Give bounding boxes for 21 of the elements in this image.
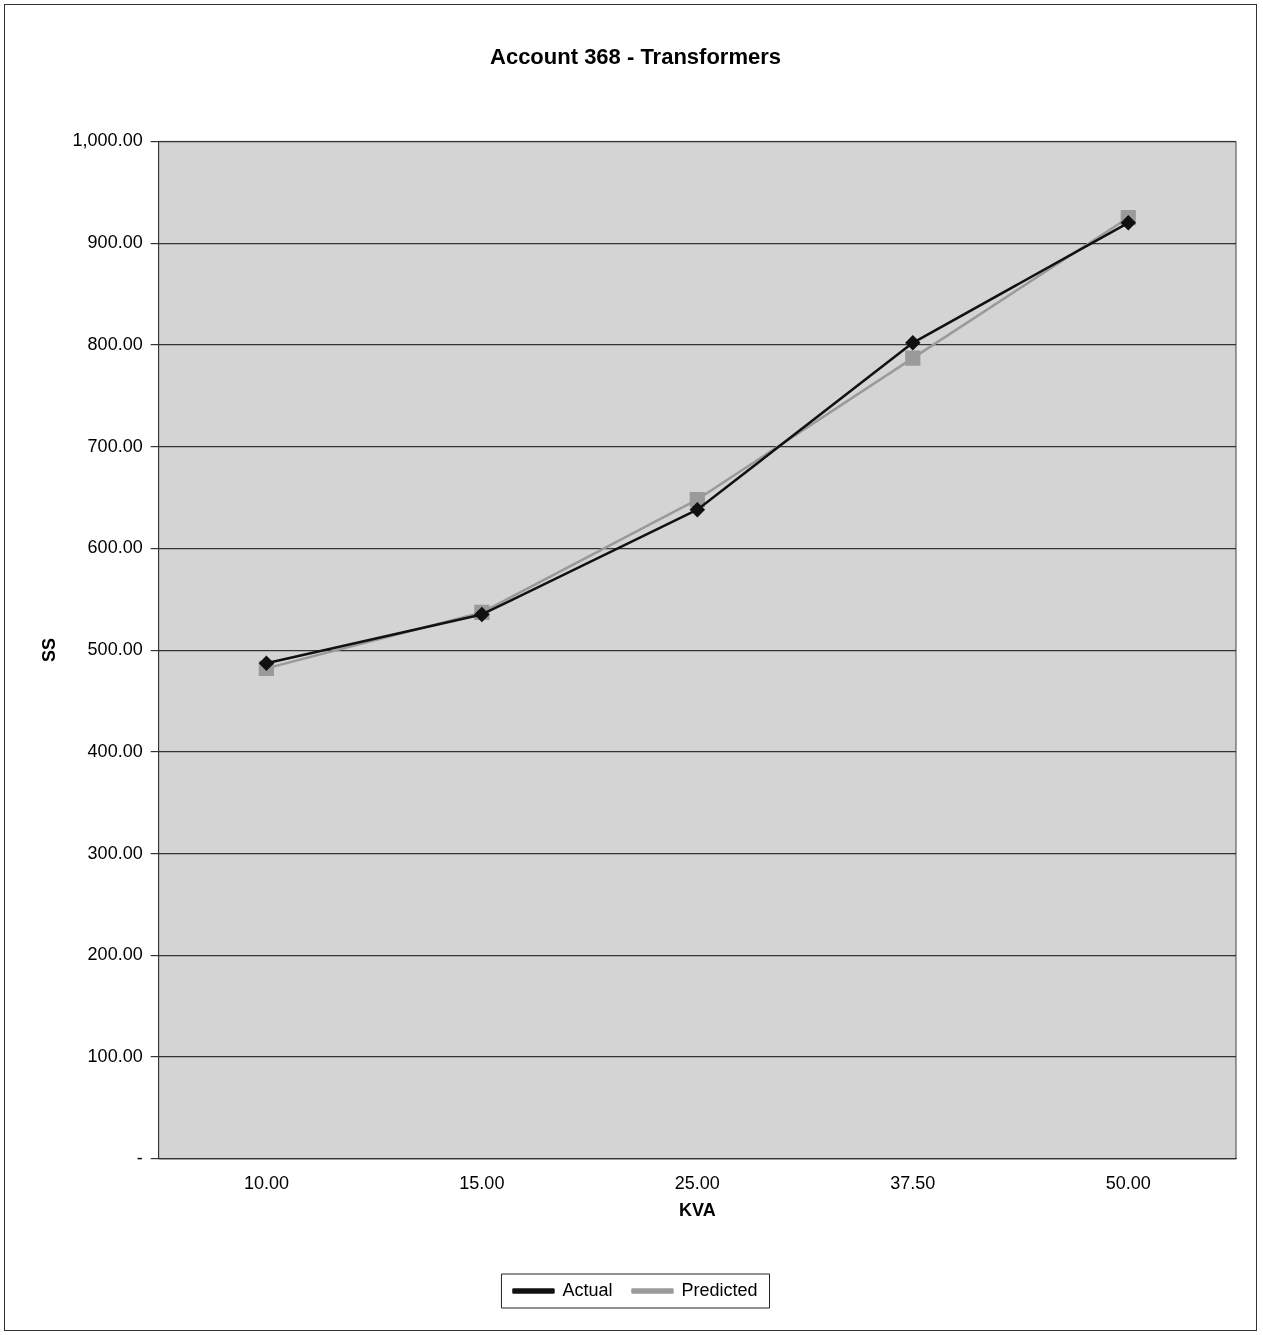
x-tick-label: 37.50: [890, 1172, 936, 1193]
y-tick-label: 600.00: [87, 537, 143, 558]
y-tick-label: 1,000.00: [72, 130, 143, 151]
y-tick-label: 300.00: [87, 842, 143, 863]
y-tick-label: 900.00: [87, 232, 143, 253]
x-tick-label: 15.00: [459, 1172, 505, 1193]
legend-label: Actual: [562, 1279, 613, 1300]
x-tick-label: 10.00: [243, 1172, 289, 1193]
legend-label: Predicted: [681, 1279, 758, 1300]
x-axis-title: KVA: [679, 1200, 716, 1221]
y-tick-label: 100.00: [87, 1046, 143, 1067]
y-tick-label: 400.00: [87, 740, 143, 761]
y-tick-label: 800.00: [87, 333, 143, 354]
x-tick-label: 50.00: [1105, 1172, 1151, 1193]
y-tick-label: -: [136, 1147, 143, 1168]
y-axis-title: SS: [38, 638, 59, 663]
y-tick-label: 700.00: [87, 435, 143, 456]
y-tick-label: 500.00: [87, 639, 143, 660]
x-tick-label: 25.00: [674, 1172, 720, 1193]
y-tick-label: 200.00: [87, 944, 143, 965]
chart-title: Account 368 - Transformers: [490, 44, 781, 70]
